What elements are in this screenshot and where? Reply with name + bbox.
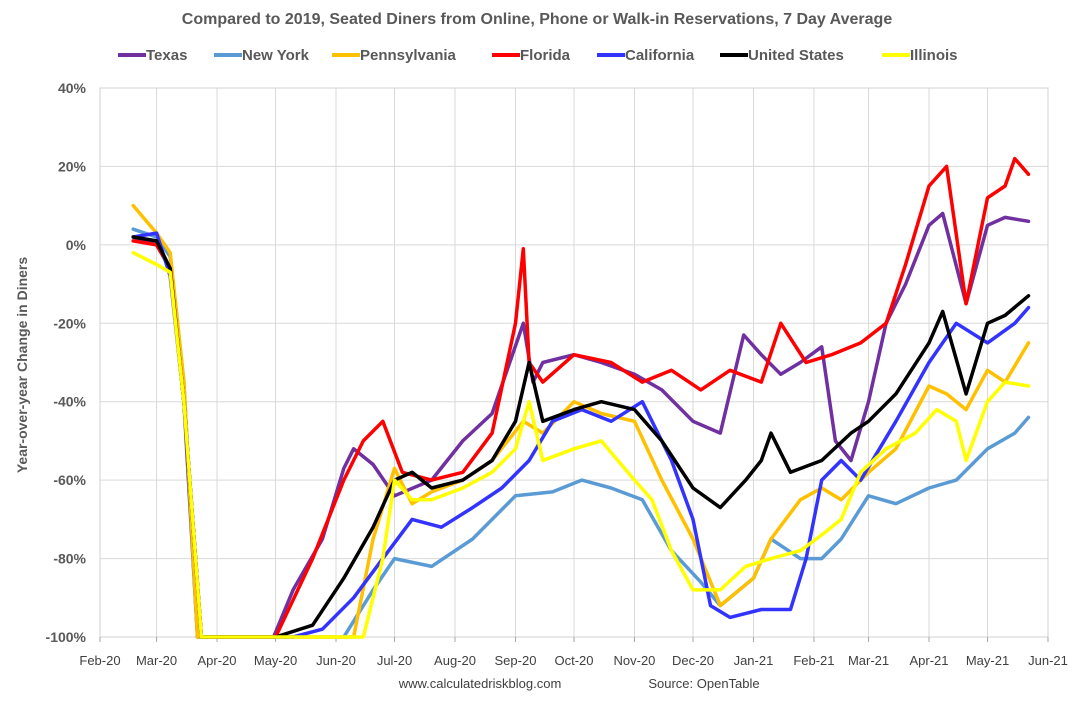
x-tick-label: Dec-20	[672, 653, 714, 668]
x-tick-label: Sep-20	[495, 653, 537, 668]
x-tick-label: Feb-21	[793, 653, 834, 668]
legend-label: California	[625, 47, 695, 64]
y-tick-label: -20%	[53, 315, 86, 331]
x-tick-label: May-21	[966, 653, 1009, 668]
y-axis: 40% 20% 0% -20% -40% -60% -80% -100%	[46, 80, 87, 645]
series-line	[131, 250, 1031, 639]
y-tick-label: 0%	[66, 237, 87, 253]
x-tick-label: Jun-21	[1028, 653, 1068, 668]
grid	[99, 87, 1049, 638]
x-tick-label: Jun-20	[316, 653, 356, 668]
x-tick-label: Mar-20	[136, 653, 177, 668]
y-tick-label: -40%	[53, 394, 86, 410]
x-tick-label: Nov-20	[614, 653, 656, 668]
x-tick-label: Mar-21	[848, 653, 889, 668]
x-tick-label: Jan-21	[734, 653, 774, 668]
legend-label: Pennsylvania	[360, 47, 457, 64]
series-lines	[131, 156, 1031, 639]
legend: Texas New York Pennsylvania Florida Californ…	[118, 47, 958, 64]
series-line	[131, 156, 1031, 639]
series-line	[131, 235, 1031, 639]
y-tick-label: 20%	[58, 158, 87, 174]
x-tick-label: May-20	[254, 653, 297, 668]
y-tick-label: -60%	[53, 472, 86, 488]
legend-label: Florida	[520, 47, 571, 64]
legend-label: New York	[242, 47, 310, 64]
series-line	[131, 211, 1031, 639]
footer-source-url: www.calculatedriskblog.com	[398, 676, 562, 691]
legend-label: Illinois	[910, 47, 958, 64]
legend-label: United States	[748, 47, 844, 64]
y-axis-label: Year-over-year Change in Diners	[14, 257, 30, 474]
legend-label: Texas	[146, 47, 187, 64]
y-tick-label: -100%	[46, 629, 87, 645]
x-tick-label: Feb-20	[79, 653, 120, 668]
x-tick-label: Oct-20	[554, 653, 593, 668]
footer-source: Source: OpenTable	[648, 676, 759, 691]
x-tick-label: Aug-20	[434, 653, 476, 668]
y-tick-label: 40%	[58, 80, 87, 96]
x-tick-label: Jul-20	[377, 653, 412, 668]
y-tick-label: -80%	[53, 551, 86, 567]
x-tick-label: Apr-20	[198, 653, 237, 668]
series-line	[131, 227, 1031, 639]
x-axis: Feb-20 Mar-20 Apr-20 May-20 Jun-20 Jul-20 Aug-…	[79, 637, 1068, 668]
x-tick-label: Apr-21	[909, 653, 948, 668]
chart-title: Compared to 2019, Seated Diners from Onl…	[182, 11, 893, 28]
